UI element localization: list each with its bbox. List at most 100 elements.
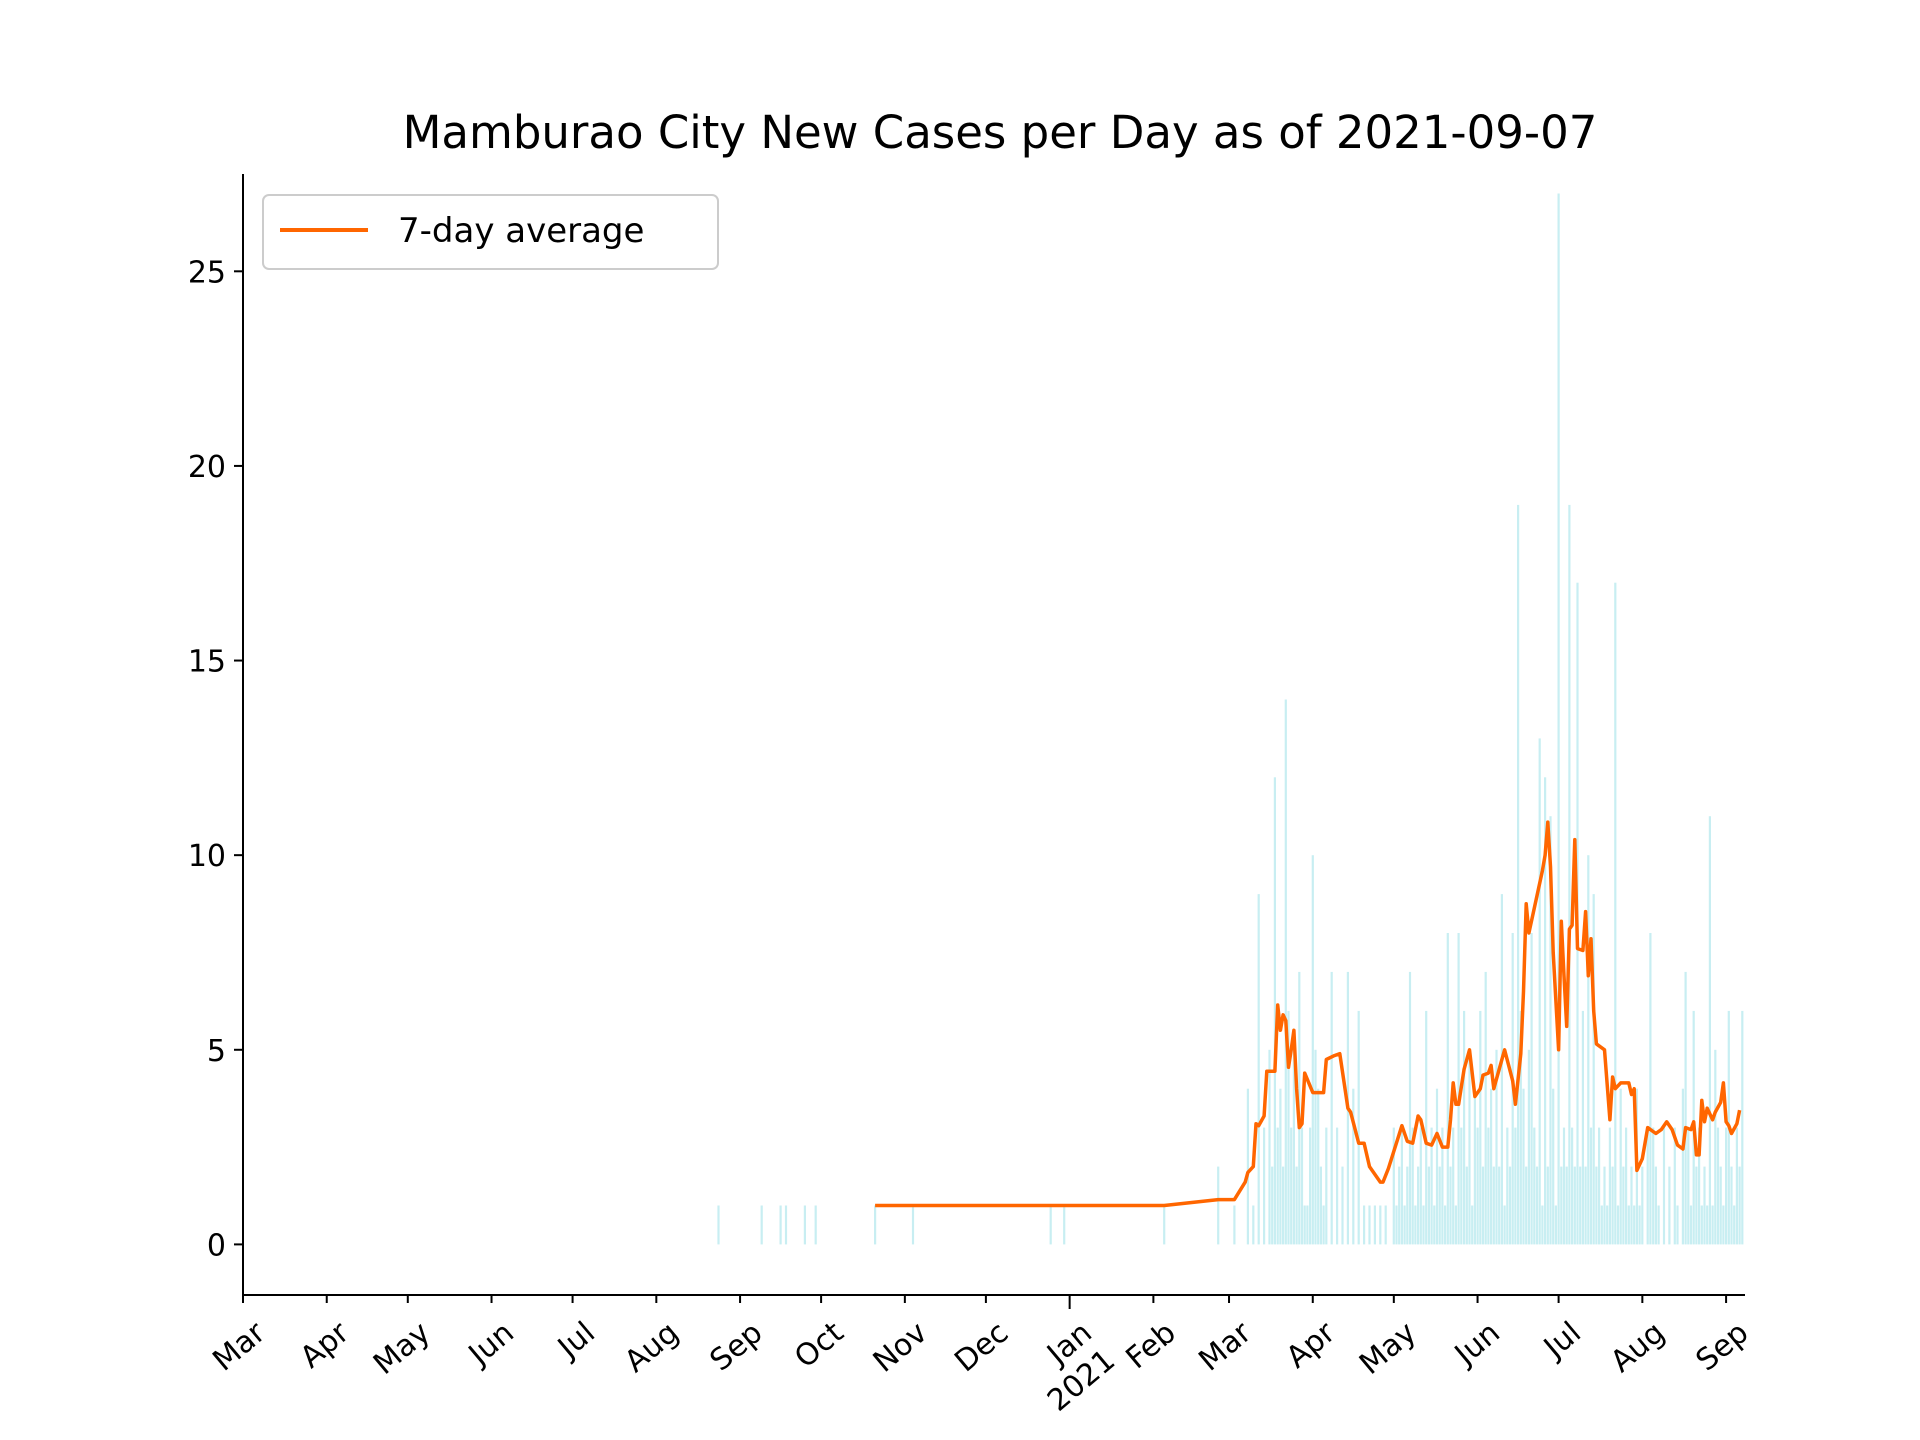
daily-case-bar <box>1517 504 1520 1245</box>
daily-case-bar <box>1565 1166 1568 1245</box>
x-tick-label: May <box>367 1315 437 1382</box>
daily-case-bar <box>1500 894 1503 1245</box>
daily-case-bar <box>1630 1166 1633 1245</box>
daily-case-bar <box>1441 1127 1444 1245</box>
y-tick-label: 20 <box>188 450 226 485</box>
daily-case-bar <box>1525 1166 1528 1245</box>
daily-case-bar <box>1506 1127 1509 1245</box>
daily-case-bar <box>1633 1205 1636 1245</box>
daily-case-bar <box>1341 1166 1344 1245</box>
daily-case-bar <box>1595 1166 1598 1245</box>
daily-case-bar <box>1311 855 1314 1245</box>
daily-case-bar <box>1676 1205 1679 1245</box>
daily-case-bar <box>1722 1205 1725 1245</box>
daily-case-bar <box>1638 1205 1641 1245</box>
daily-case-bar <box>1700 1205 1703 1245</box>
daily-case-bar <box>784 1205 788 1245</box>
daily-case-bar <box>1492 1166 1495 1245</box>
daily-case-bar <box>1587 855 1590 1245</box>
chart-title: Mamburao City New Cases per Day as of 20… <box>403 106 1598 159</box>
daily-case-bar <box>1573 1166 1576 1245</box>
daily-case-bar <box>1325 1127 1328 1245</box>
daily-case-bar <box>1668 1166 1671 1245</box>
daily-case-bar <box>1336 1127 1339 1245</box>
x-tick-label: Dec <box>948 1315 1015 1379</box>
daily-case-bar <box>1449 1166 1452 1245</box>
daily-case-bar <box>1611 1166 1614 1245</box>
daily-case-bar <box>1649 933 1652 1245</box>
daily-case-bar <box>1400 1127 1403 1245</box>
daily-case-bar <box>1498 1166 1501 1245</box>
daily-case-bar <box>1733 1205 1736 1245</box>
daily-case-bar <box>1546 1166 1549 1245</box>
daily-case-bar <box>1411 1127 1414 1245</box>
daily-case-bar <box>1519 1010 1522 1245</box>
daily-case-bar <box>1514 1127 1517 1245</box>
daily-case-bar <box>1689 1205 1693 1245</box>
daily-case-bar <box>1217 1166 1220 1245</box>
daily-case-bar <box>1373 1205 1376 1245</box>
daily-case-bar <box>1541 1205 1544 1245</box>
daily-case-bar <box>1403 1205 1406 1245</box>
daily-case-bar <box>1554 1205 1557 1245</box>
daily-case-bar <box>1730 1166 1733 1245</box>
daily-case-bar <box>717 1205 720 1245</box>
daily-case-bar <box>1549 816 1552 1245</box>
daily-case-bar <box>1408 971 1412 1245</box>
daily-case-bar <box>1490 1088 1493 1245</box>
daily-case-bar <box>1652 1127 1655 1245</box>
daily-case-bar <box>1535 1166 1539 1245</box>
daily-case-bar <box>1538 738 1541 1245</box>
y-tick-label: 25 <box>188 255 226 290</box>
x-tick-label: Oct <box>788 1315 850 1375</box>
daily-case-bar <box>1438 1166 1441 1245</box>
daily-case-bar <box>1279 1088 1282 1245</box>
x-tick-label: Jul <box>1536 1315 1588 1366</box>
daily-case-bar <box>1422 1205 1425 1245</box>
daily-case-bar <box>1657 1205 1660 1245</box>
daily-case-bar <box>1725 1127 1728 1245</box>
daily-case-bar <box>1552 1088 1555 1245</box>
daily-case-bar <box>1430 1127 1433 1245</box>
daily-case-bar <box>1606 1205 1609 1245</box>
daily-case-bar <box>1544 777 1547 1245</box>
daily-case-bar <box>1300 1127 1304 1245</box>
daily-case-bar <box>1473 1088 1476 1245</box>
x-tick-label: Nov <box>867 1315 934 1379</box>
x-tick-label: Feb <box>1119 1315 1182 1376</box>
x-tick-label: Sep <box>704 1315 770 1378</box>
daily-case-bar <box>1049 1205 1052 1245</box>
daily-case-bar <box>1271 1166 1274 1245</box>
daily-case-bar <box>1495 1049 1498 1245</box>
daily-case-bar <box>1452 1127 1455 1245</box>
y-tick-label: 15 <box>188 645 226 680</box>
legend: 7-day average <box>262 194 719 270</box>
daily-case-bar <box>1463 1010 1466 1245</box>
x-tick-label: Apr <box>1280 1315 1343 1376</box>
daily-case-bar <box>1530 933 1533 1245</box>
daily-case-bar <box>1568 504 1571 1245</box>
daily-case-bar <box>1063 1205 1066 1245</box>
x-tick-label: Apr <box>294 1315 357 1376</box>
daily-case-bar <box>1687 1127 1690 1245</box>
daily-case-bar <box>1616 1205 1620 1245</box>
daily-case-bar <box>779 1205 782 1245</box>
daily-case-bar <box>1711 1205 1714 1245</box>
daily-case-bar <box>1433 1205 1436 1245</box>
daily-case-bar <box>1719 1166 1722 1245</box>
x-tick-label: Aug <box>618 1315 685 1379</box>
daily-case-bar <box>1479 1010 1482 1245</box>
daily-case-bar <box>1627 1205 1630 1245</box>
daily-case-bar <box>1579 1166 1582 1245</box>
daily-case-bar <box>1571 1127 1574 1245</box>
daily-case-bar <box>1163 1205 1166 1245</box>
y-axis-ticks: 0 5 10 15 20 25 <box>188 255 243 1263</box>
daily-case-bar <box>1508 1166 1512 1245</box>
daily-case-bar <box>1398 1166 1401 1245</box>
daily-case-bar <box>1314 1049 1317 1245</box>
daily-case-bar <box>874 1205 877 1245</box>
daily-case-bar <box>1454 1205 1457 1245</box>
daily-case-bar <box>1384 1205 1387 1245</box>
daily-case-bar <box>1252 1205 1255 1245</box>
